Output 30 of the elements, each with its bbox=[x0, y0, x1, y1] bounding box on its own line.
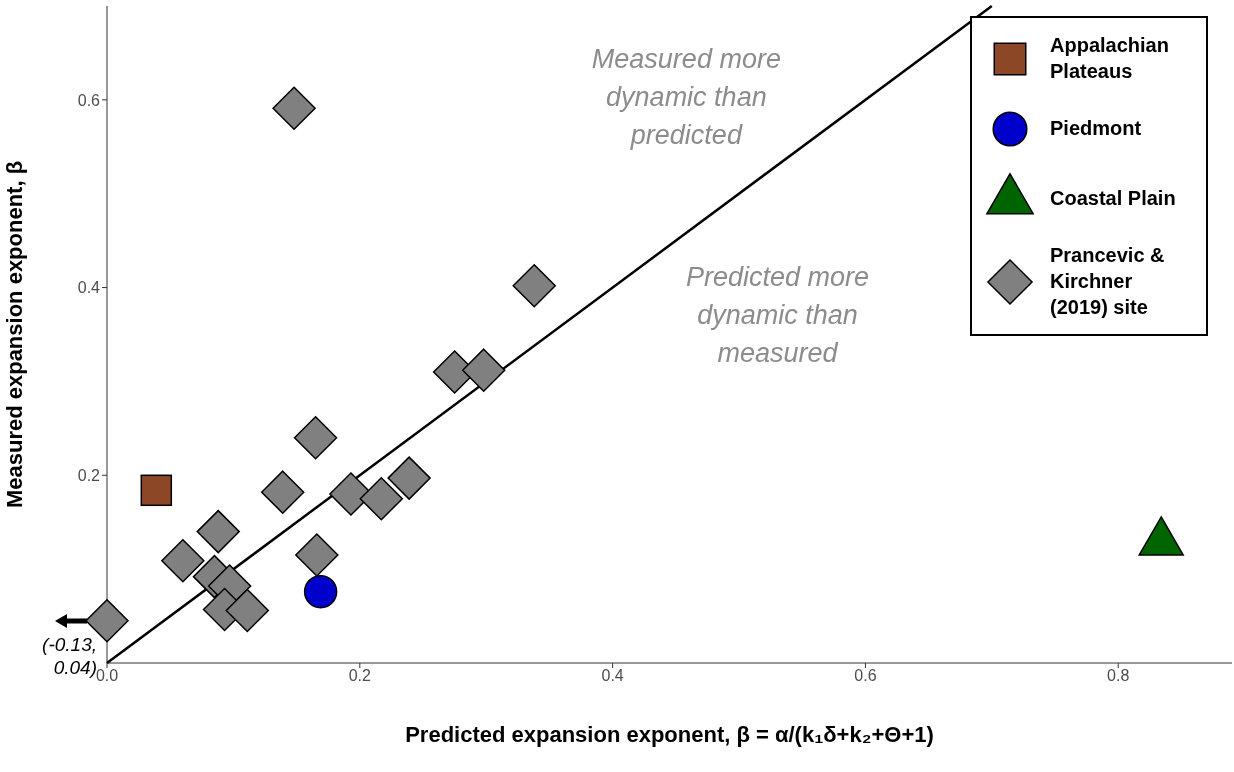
legend-label: Appalachian Plateaus bbox=[1050, 33, 1170, 84]
y-tick-label: 0.6 bbox=[77, 91, 101, 109]
point bbox=[225, 588, 270, 633]
point bbox=[387, 456, 431, 500]
x-tick-label: 0.2 bbox=[348, 667, 372, 685]
x-tick-label: 0.8 bbox=[1107, 667, 1130, 685]
x-axis-title: Predicted expansion exponent, β = α/(k₁δ+k₂+Θ+1) bbox=[405, 722, 934, 747]
legend-label: Piedmont bbox=[1050, 116, 1143, 141]
y-tick-label: 0.4 bbox=[77, 279, 101, 297]
legend-label: Prancevic & Kirchner (2019) site bbox=[1050, 243, 1166, 320]
point bbox=[161, 538, 205, 583]
y-axis-title: Measured expansion exponent, β bbox=[1, 160, 27, 509]
annotation: Measured more dynamic than predicted bbox=[590, 42, 782, 152]
point bbox=[359, 477, 404, 521]
legend-label: Coastal Plain bbox=[1050, 186, 1177, 211]
point bbox=[295, 533, 339, 577]
annotation: (-0.13, 0.04) bbox=[41, 632, 97, 678]
annotation: Predicted more dynamic than measured bbox=[684, 260, 871, 370]
x-tick-label: 0.0 bbox=[95, 667, 119, 685]
point bbox=[512, 263, 556, 308]
x-tick-label: 0.6 bbox=[854, 667, 877, 685]
x-tick-label: 0.4 bbox=[601, 667, 624, 685]
y-tick-label: 0.2 bbox=[77, 466, 101, 484]
point bbox=[140, 474, 173, 507]
point bbox=[260, 470, 305, 514]
point bbox=[293, 415, 338, 460]
point bbox=[272, 86, 316, 131]
point bbox=[196, 509, 240, 554]
point bbox=[461, 348, 506, 392]
point bbox=[303, 574, 338, 609]
